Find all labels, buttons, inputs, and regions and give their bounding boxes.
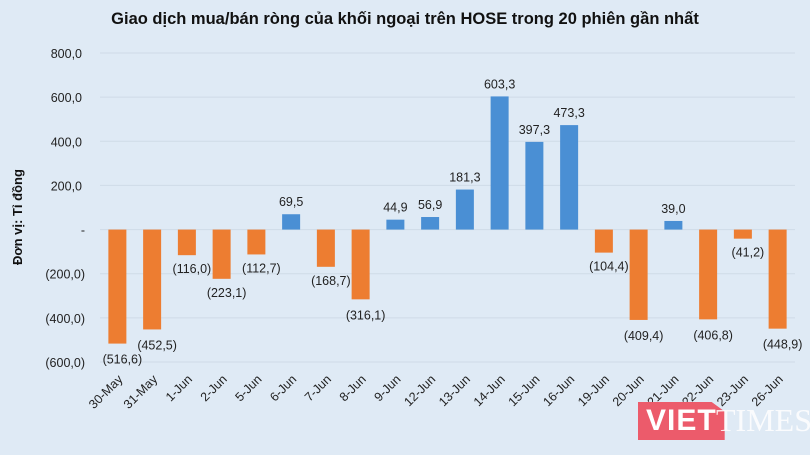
data-label: (223,1) (207, 286, 247, 300)
y-tick-label: 400,0 (51, 135, 82, 149)
x-tick-label: 31-May (121, 372, 161, 412)
data-label: (112,7) (242, 261, 281, 275)
bar (108, 229, 127, 344)
data-label: 181,3 (449, 171, 480, 185)
y-tick-label: 800,0 (51, 47, 82, 61)
data-label: 56,9 (418, 198, 442, 212)
data-label: (41,2) (732, 246, 765, 260)
data-label: (116,0) (173, 262, 212, 276)
bar (629, 229, 648, 320)
data-label: (168,7) (311, 274, 351, 288)
x-tick-label: 5-Jun (232, 372, 264, 404)
bar (699, 229, 718, 320)
bar (212, 229, 231, 279)
bar (177, 229, 196, 256)
x-tick-label: 30-May (86, 372, 126, 412)
bar (525, 141, 544, 230)
data-label: (516,6) (103, 353, 143, 367)
y-tick-label: (200,0) (45, 268, 85, 282)
x-tick-label: 12-Jun (401, 372, 438, 409)
bar (490, 96, 509, 230)
x-tick-label: 6-Jun (267, 372, 299, 404)
viettimes-logo: VIET TIMES (638, 400, 810, 450)
data-label: 39,0 (661, 202, 685, 216)
x-tick-label: 1-Jun (163, 372, 195, 404)
x-tick-label: 19-Jun (575, 372, 612, 409)
x-tick-label: 8-Jun (337, 372, 369, 404)
y-tick-label: - (81, 224, 85, 238)
data-label: 603,3 (484, 77, 515, 91)
data-label: (452,5) (137, 338, 177, 352)
x-tick-label: 7-Jun (302, 372, 334, 404)
data-label: (316,1) (346, 308, 386, 322)
bar (247, 229, 266, 255)
y-tick-label: 200,0 (51, 179, 82, 193)
bar (316, 229, 335, 267)
bar (560, 125, 579, 230)
bar (733, 229, 752, 239)
bar (386, 219, 405, 230)
bar (664, 220, 683, 230)
x-tick-label: 13-Jun (436, 372, 473, 409)
y-tick-label: (600,0) (45, 356, 85, 370)
data-label: 397,3 (519, 123, 550, 137)
bar (455, 189, 474, 230)
bar (282, 214, 301, 230)
x-tick-label: 9-Jun (371, 372, 403, 404)
data-label: (409,4) (624, 329, 664, 343)
bar (768, 229, 787, 329)
data-label: 473,3 (553, 106, 584, 120)
bar (351, 229, 370, 300)
x-tick-label: 2-Jun (198, 372, 230, 404)
x-tick-label: 15-Jun (506, 372, 543, 409)
data-label: 69,5 (279, 195, 303, 209)
chart-title: Giao dịch mua/bán ròng của khối ngoại tr… (111, 10, 699, 28)
x-tick-label: 16-Jun (540, 372, 577, 409)
data-label: (448,9) (763, 338, 803, 352)
y-tick-label: 600,0 (51, 91, 82, 105)
x-tick-label: 14-Jun (471, 372, 508, 409)
data-label: (104,4) (589, 260, 629, 274)
data-label: (406,8) (693, 328, 733, 342)
bar (421, 217, 440, 230)
bar (594, 229, 613, 253)
bar (143, 229, 162, 330)
data-label: 44,9 (383, 201, 407, 215)
y-tick-label: (400,0) (45, 312, 85, 326)
